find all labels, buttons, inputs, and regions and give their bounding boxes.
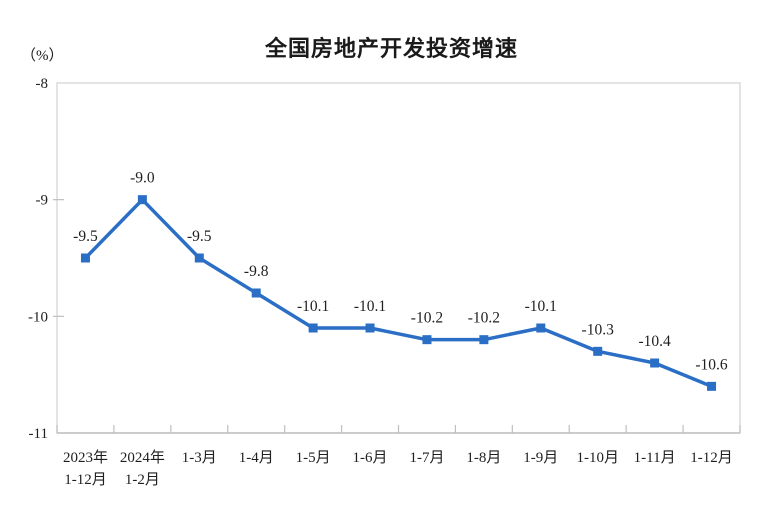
data-point-marker — [593, 346, 603, 356]
data-point-marker — [479, 335, 489, 345]
x-axis-label: 1-6月 — [353, 450, 388, 466]
x-axis-label: 1-7月 — [409, 450, 444, 466]
data-point-label: -10.3 — [582, 321, 615, 338]
data-point-label: -10.6 — [695, 356, 728, 373]
data-point-label: -10.2 — [468, 310, 500, 327]
y-axis-tick-label: -9 — [36, 193, 49, 209]
x-axis-label: 1-11月 — [634, 450, 676, 466]
x-axis-label: 1-4月 — [239, 450, 274, 466]
y-axis-unit-label: （%） — [21, 48, 64, 64]
x-axis-label: 1-3月 — [182, 450, 217, 466]
data-point-marker — [137, 195, 147, 205]
data-point-label: -10.4 — [638, 333, 671, 350]
data-point-marker — [251, 288, 261, 298]
data-point-label: -9.0 — [130, 170, 155, 187]
data-point-marker — [707, 381, 717, 391]
data-point-marker — [536, 323, 546, 333]
data-point-marker — [308, 323, 318, 333]
x-axis-label: 1-5月 — [296, 450, 331, 466]
data-point-marker — [650, 358, 660, 368]
data-point-label: -10.1 — [525, 298, 557, 315]
x-axis-label: 1-10月 — [576, 450, 619, 466]
data-point-label: -10.1 — [354, 298, 386, 315]
data-point-label: -9.5 — [187, 228, 212, 245]
chart-title: 全国房地产开发投资增速 — [264, 36, 518, 61]
data-point-marker — [194, 253, 204, 263]
x-axis-label: 1-9月 — [523, 450, 558, 466]
y-axis-tick-label: -10 — [28, 309, 48, 325]
x-axis-label: 1-8月 — [466, 450, 501, 466]
y-axis-tick-label: -11 — [29, 426, 48, 442]
data-point-marker — [422, 335, 432, 345]
data-point-marker — [365, 323, 375, 333]
data-point-label: -10.1 — [297, 298, 329, 315]
x-axis-label: 2023年 1-12月 — [63, 449, 108, 488]
data-point-label: -9.5 — [73, 228, 98, 245]
data-point-label: -10.2 — [411, 310, 443, 327]
data-point-marker — [80, 253, 90, 263]
data-series-line — [83, 197, 714, 389]
data-point-label: -9.8 — [244, 263, 269, 280]
x-axis-label: 1-12月 — [690, 450, 733, 466]
y-axis-tick-label: -8 — [36, 76, 49, 92]
plot-area-border — [56, 82, 741, 434]
x-axis-label: 2024年 1-2月 — [120, 449, 165, 488]
